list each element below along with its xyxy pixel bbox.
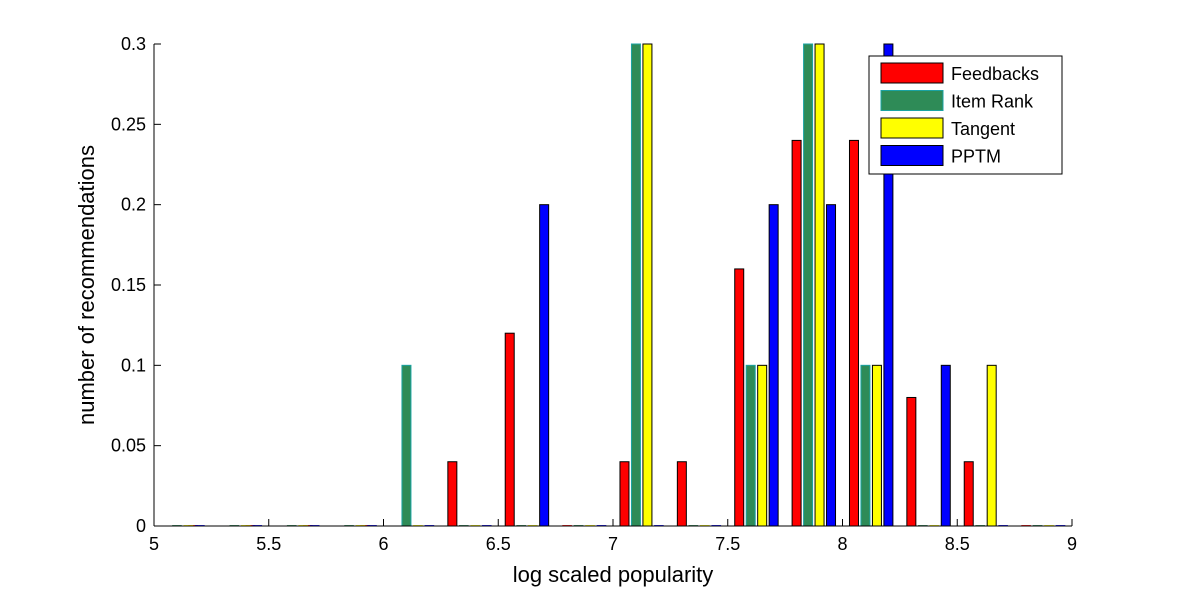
bar-feedbacks-5 xyxy=(504,332,515,527)
bar-item-rank-10 xyxy=(745,364,756,527)
legend-label-item-rank: Item Rank xyxy=(951,92,1034,112)
bar-pptm-10 xyxy=(768,204,779,527)
bar-feedbacks-12 xyxy=(906,396,917,527)
bar-feedbacks-7 xyxy=(619,461,630,527)
x-tick-label: 6.5 xyxy=(486,534,511,554)
bar-tangent-10 xyxy=(757,364,768,527)
bar-item-rank-4 xyxy=(401,364,412,527)
legend-swatch-item-rank xyxy=(880,90,944,111)
bar-feedbacks-9 xyxy=(734,268,745,527)
legend-swatch-feedbacks xyxy=(880,62,944,84)
x-tick-label: 6 xyxy=(378,534,388,554)
y-tick-label: 0.1 xyxy=(121,355,146,375)
legend-label-pptm: PPTM xyxy=(951,147,1001,167)
bar-feedbacks-8 xyxy=(676,461,687,527)
y-axis-title: number of recommendations xyxy=(74,145,99,425)
y-tick-label: 0.3 xyxy=(121,34,146,54)
bar-pptm-6 xyxy=(539,204,550,527)
x-tick-label: 8 xyxy=(837,534,847,554)
legend-label-feedbacks: Feedbacks xyxy=(951,64,1039,84)
y-tick-label: 0.25 xyxy=(111,114,146,134)
bar-feedbacks-10 xyxy=(791,139,802,527)
legend-swatch-pptm xyxy=(880,145,944,166)
legend-label-tangent: Tangent xyxy=(951,119,1015,139)
bar-pptm-11 xyxy=(826,204,837,527)
bar-tangent-8 xyxy=(642,43,653,527)
legend-swatch-tangent xyxy=(880,117,944,139)
bar-tangent-14 xyxy=(986,364,997,527)
x-tick-label: 5 xyxy=(149,534,159,554)
x-tick-label: 7.5 xyxy=(715,534,740,554)
bar-feedbacks-11 xyxy=(848,139,859,527)
y-tick-label: 0.15 xyxy=(111,275,146,295)
x-tick-label: 5.5 xyxy=(256,534,281,554)
bar-feedbacks-13 xyxy=(963,461,974,527)
x-tick-label: 9 xyxy=(1067,534,1077,554)
y-tick-label: 0 xyxy=(136,516,146,536)
x-axis-title: log scaled popularity xyxy=(513,562,714,587)
bar-pptm-13 xyxy=(940,364,951,527)
x-tick-label: 7 xyxy=(608,534,618,554)
legend: Feedbacks Item Rank Tangent PPTM xyxy=(868,55,1063,175)
y-tick-label: 0.2 xyxy=(121,195,146,215)
y-tick-label: 0.05 xyxy=(111,436,146,456)
x-tick-label: 8.5 xyxy=(945,534,970,554)
bar-tangent-11 xyxy=(814,43,825,527)
bar-tangent-12 xyxy=(871,364,882,527)
bar-item-rank-12 xyxy=(860,364,871,527)
bar-item-rank-11 xyxy=(803,43,814,527)
bar-item-rank-8 xyxy=(630,43,641,527)
bar-feedbacks-4 xyxy=(447,461,458,527)
ticks-group: 5 5.5 6 6.5 7 7.5 8 8.5 9 0 0.05 0.1 0.15 0.2 0.25 0.3 xyxy=(111,34,1077,554)
